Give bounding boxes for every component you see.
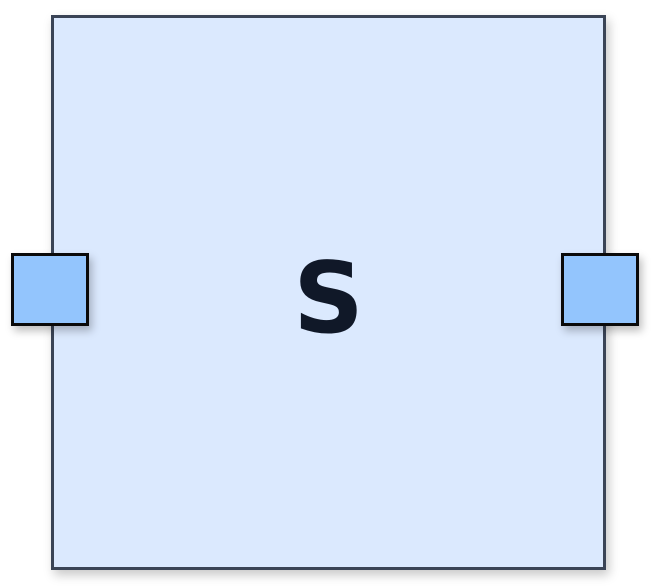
- right-port[interactable]: [561, 253, 639, 326]
- left-port[interactable]: [11, 253, 89, 326]
- block-s[interactable]: S: [51, 15, 606, 570]
- block-label: S: [293, 242, 364, 356]
